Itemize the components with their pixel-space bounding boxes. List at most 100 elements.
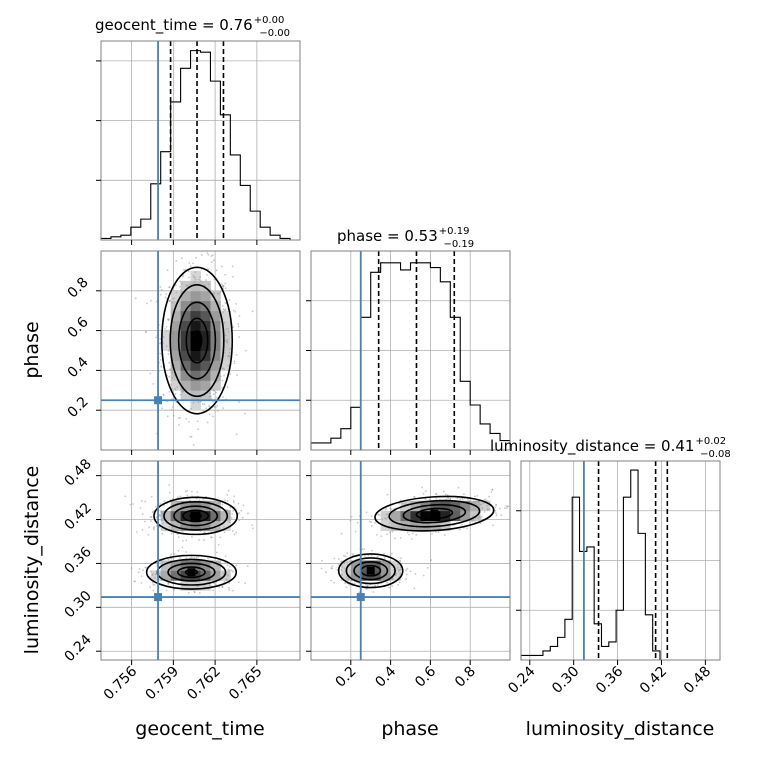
scatter-point <box>459 528 461 531</box>
scatter-point <box>149 586 152 589</box>
density-cell <box>200 370 211 381</box>
scatter-point <box>377 513 380 516</box>
scatter-point <box>246 565 249 568</box>
density-cell <box>220 360 231 371</box>
scatter-point <box>165 293 168 296</box>
scatter-point <box>478 516 481 519</box>
scatter-point <box>226 499 229 502</box>
scatter-point <box>237 502 240 505</box>
ylabel-phase: phase <box>21 321 43 378</box>
scatter-point <box>348 560 351 563</box>
scatter-point <box>205 279 207 281</box>
scatter-point <box>190 556 193 559</box>
scatter-point <box>153 583 156 586</box>
scatter-point <box>226 364 229 367</box>
scatter-point <box>173 588 176 591</box>
scatter-point <box>219 501 222 504</box>
scatter-point <box>383 557 386 559</box>
density-cell <box>180 500 191 512</box>
density-cell <box>460 500 471 512</box>
scatter-point <box>181 546 184 549</box>
y-tick-label: 0.30 <box>61 588 94 621</box>
scatter-point <box>410 537 413 540</box>
scatter-point <box>220 562 223 565</box>
density-cell <box>160 520 172 532</box>
scatter-point <box>384 508 387 511</box>
scatter-point <box>175 260 178 262</box>
density-group <box>160 270 231 411</box>
density-cell <box>160 330 172 341</box>
scatter-point <box>477 517 480 520</box>
density-cell <box>430 500 441 512</box>
density-cell <box>410 510 421 522</box>
scatter-point <box>238 336 240 338</box>
scatter-point <box>457 486 460 489</box>
x-tick-label: 0.2 <box>333 664 360 691</box>
density-cell <box>190 290 201 302</box>
scatter-point <box>189 283 192 286</box>
scatter-point <box>228 588 231 591</box>
scatter-point <box>350 515 353 518</box>
density-cell <box>340 560 352 571</box>
scatter-point <box>192 274 195 277</box>
histogram-step <box>100 50 300 241</box>
scatter-point <box>207 254 210 256</box>
scatter-point <box>235 564 238 567</box>
scatter-point <box>234 310 237 313</box>
scatter-point <box>187 591 190 594</box>
scatter-point <box>163 500 166 503</box>
contour-line <box>173 505 219 527</box>
scatter-point <box>159 561 161 563</box>
scatter-point <box>158 572 161 575</box>
density-cell <box>380 510 391 522</box>
scatter-point <box>227 568 230 571</box>
scatter-point <box>221 284 224 287</box>
scatter-point <box>154 573 157 576</box>
scatter-point <box>226 338 229 341</box>
density-cell <box>180 320 191 331</box>
density-cell <box>210 510 221 522</box>
scatter-point <box>426 566 429 569</box>
density-cell <box>200 290 211 302</box>
scatter-point <box>179 285 182 288</box>
scatter-point <box>428 498 431 501</box>
scatter-point <box>494 509 497 512</box>
scatter-point <box>208 413 211 416</box>
scatter-point <box>198 592 201 594</box>
scatter-point <box>219 375 222 378</box>
scatter-point <box>374 521 376 524</box>
scatter-point <box>188 276 190 279</box>
scatter-point <box>483 511 486 513</box>
scatter-point <box>376 555 379 558</box>
scatter-point <box>365 511 368 514</box>
scatter-point <box>218 527 221 530</box>
density-cell <box>200 380 211 391</box>
scatter-point <box>206 273 208 276</box>
scatter-point <box>151 511 154 514</box>
y-tick-label: 0.36 <box>61 544 94 577</box>
scatter-point <box>159 502 162 505</box>
scatter-point <box>401 502 404 505</box>
scatter-point <box>166 269 169 272</box>
scatter-point <box>212 415 214 418</box>
y-tick-label: 0.8 <box>65 274 92 301</box>
density-cell <box>180 310 191 322</box>
scatter-point <box>162 336 165 338</box>
scatter-point <box>490 491 493 493</box>
scatter-point <box>181 275 184 278</box>
scatter-point <box>168 361 171 364</box>
scatter-point <box>221 367 224 370</box>
scatter-point <box>388 586 390 589</box>
density-cell <box>210 310 221 322</box>
scatter-point <box>223 531 226 534</box>
scatter-point <box>167 558 170 561</box>
scatter-point <box>203 403 206 406</box>
scatter-point <box>172 497 174 500</box>
scatter-point <box>221 386 224 389</box>
scatter-point <box>484 498 486 501</box>
scatter-point <box>221 585 224 588</box>
scatter-point <box>370 515 373 517</box>
scatter-point <box>231 530 234 532</box>
scatter-point <box>336 569 339 571</box>
scatter-point <box>231 570 234 573</box>
